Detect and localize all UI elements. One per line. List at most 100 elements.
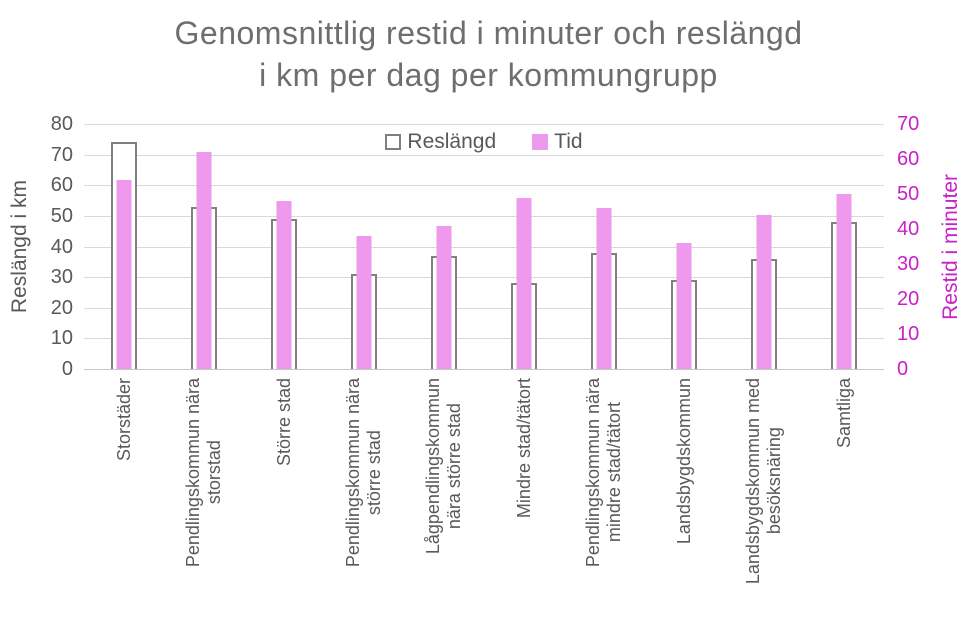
category-slot: [484, 124, 564, 369]
legend-item-tid: Tid: [532, 130, 583, 154]
category-slot: [164, 124, 244, 369]
bar-tid: [356, 236, 372, 369]
legend-swatch-tid: [532, 134, 549, 150]
y-tick-label-right: 10: [897, 323, 920, 345]
bar-tid: [276, 201, 292, 369]
x-axis-label-line: Landsbygdskommun: [673, 378, 694, 545]
bar-tid: [676, 243, 692, 369]
x-axis-label-line: Större stad: [273, 378, 294, 467]
x-axis-label: Samtliga: [834, 378, 855, 448]
x-axis-label: Mindre stad/tätort: [514, 378, 535, 518]
x-axis-label-line: storstad: [204, 440, 224, 505]
gridline: [84, 246, 884, 248]
plot-area: Reslängd Tid: [84, 124, 884, 370]
legend: Reslängd Tid: [84, 130, 884, 154]
category-slot: [644, 124, 724, 369]
gridline: [84, 215, 884, 217]
y-tick-label-left: 30: [50, 266, 73, 289]
legend-item-reslangd: Reslängd: [385, 130, 496, 154]
chart-title-line-2: i km per dag per kommungrupp: [259, 57, 718, 93]
x-axis-label-cell: Större stad: [244, 378, 324, 615]
gridline: [84, 369, 884, 370]
category-slot: [324, 124, 404, 369]
left-axis-title-area: Reslängd i km: [2, 124, 38, 369]
bar-tid: [516, 197, 532, 369]
y-tick-label-right: 70: [897, 113, 920, 135]
y-tick-label-right: 20: [897, 288, 920, 310]
y-tick-label-left: 70: [50, 143, 73, 166]
category-slot: [244, 124, 324, 369]
x-axis-label-cell: Storstäder: [84, 378, 164, 615]
y-tick-label-left: 10: [50, 327, 73, 350]
chart-title-line-1: Genomsnittlig restid i minuter och reslä…: [174, 15, 803, 51]
bars-layer: [84, 124, 884, 369]
y-tick-label-left: 40: [50, 235, 73, 258]
x-axis-label-line: mindre stad/tätort: [604, 402, 624, 543]
y-tick-label-left: 0: [61, 358, 73, 380]
x-axis-label-cell: Landsbygdskommun med besöksnäring: [724, 378, 804, 615]
category-slot: [724, 124, 804, 369]
x-axis-label-cell: Pendlingskommun nära större stad: [324, 378, 404, 615]
chart-title: Genomsnittlig restid i minuter och reslä…: [2, 0, 975, 96]
x-axis-label-line: besöksnäring: [764, 427, 784, 535]
x-axis-label: Större stad: [274, 378, 295, 466]
x-axis-label-line: Samtliga: [833, 378, 854, 449]
y-tick-label-left: 60: [50, 174, 73, 197]
x-axis-label: Storstäder: [114, 378, 135, 461]
left-axis-title: Reslängd i km: [8, 179, 31, 314]
bar-tid: [836, 194, 852, 369]
x-axis-label-line: Pendlingskommun nära: [583, 378, 603, 568]
x-axis-label: Pendlingskommun nära storstad: [183, 378, 225, 567]
x-axis-label-line: Pendlingskommun nära: [183, 378, 203, 568]
x-axis-label-cell: Landsbygdskommun: [644, 378, 724, 615]
y-tick-label-left: 80: [50, 113, 73, 135]
gridline: [84, 338, 884, 340]
right-axis-title: Restid i minuter: [939, 173, 962, 320]
y-tick-label-right: 60: [897, 148, 920, 170]
y-tick-label-right: 30: [897, 253, 920, 275]
x-axis-labels: Storstäder Pendlingskommun nära storstad St…: [84, 369, 884, 615]
legend-swatch-reslangd: [385, 134, 402, 150]
x-axis-label: Landsbygdskommun med besöksnäring: [743, 378, 785, 584]
x-axis-label-line: Storstäder: [113, 378, 134, 462]
category-slot: [564, 124, 644, 369]
legend-label-tid: Tid: [554, 130, 583, 153]
bar-tid: [596, 208, 612, 369]
legend-label-reslangd: Reslängd: [407, 130, 497, 153]
x-axis-label-cell: Pendlingskommun nära mindre stad/tätort: [564, 378, 644, 615]
bar-tid: [196, 152, 212, 369]
x-axis-label-line: Mindre stad/tätort: [513, 378, 534, 519]
gridline: [84, 154, 884, 156]
x-axis-label-line: större stad: [364, 430, 384, 516]
right-axis-ticks: 70 60 50 40 30 20 10 0: [884, 114, 932, 379]
x-axis-label: Pendlingskommun nära mindre stad/tätort: [583, 378, 625, 567]
x-axis-label-line: Lågpendlingskommun: [423, 378, 443, 555]
category-slot: [84, 124, 164, 369]
x-axis-label-cell: Pendlingskommun nära storstad: [164, 378, 244, 615]
bar-tid: [116, 180, 132, 369]
x-axis-label-line: Pendlingskommun nära: [343, 378, 363, 568]
gridline: [84, 185, 884, 187]
gridline: [84, 124, 884, 125]
chart-body: Reslängd i km 80 70 60 50 40 30 20 10 0 Reslängd…: [2, 114, 975, 615]
y-tick-label-right: 40: [897, 218, 920, 240]
category-slot: [404, 124, 484, 369]
x-axis-label: Landsbygdskommun: [674, 378, 695, 544]
y-tick-label-right: 50: [897, 183, 920, 205]
bar-tid: [436, 225, 452, 369]
x-axis-label-cell: Samtliga: [804, 378, 884, 615]
left-axis-ticks: 80 70 60 50 40 30 20 10 0: [38, 114, 84, 379]
gridline: [84, 277, 884, 279]
category-slot: [804, 124, 884, 369]
right-axis-title-area: Restid i minuter: [932, 124, 970, 369]
bar-tid: [756, 215, 772, 369]
y-tick-label-left: 20: [50, 296, 73, 319]
x-axis-label-line: Landsbygdskommun med: [743, 378, 763, 585]
y-tick-label-left: 50: [50, 204, 73, 227]
x-axis-label-cell: Mindre stad/tätort: [484, 378, 564, 615]
gridline: [84, 307, 884, 309]
x-axis-label-cell: Lågpendlingskommun nära större stad: [404, 378, 484, 615]
x-axis-label-line: nära större stad: [444, 403, 464, 530]
x-axis-label: Lågpendlingskommun nära större stad: [423, 378, 465, 554]
